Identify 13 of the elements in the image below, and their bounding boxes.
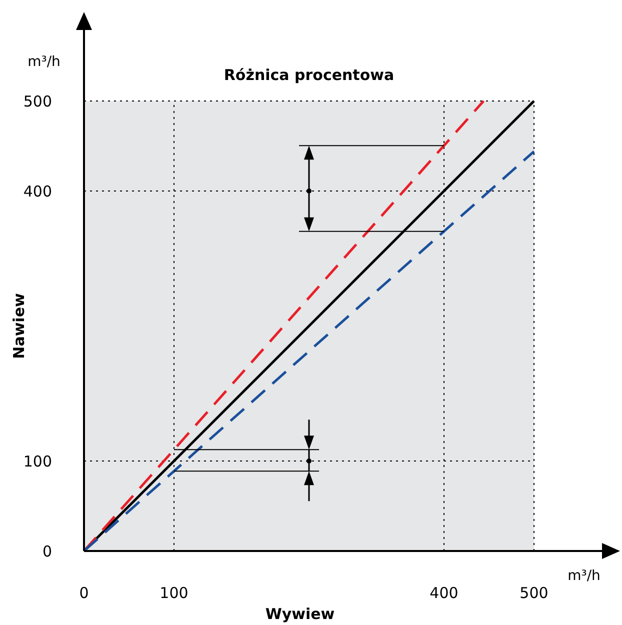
y-tick-label: 100 [23, 452, 52, 470]
text: m³/h [28, 54, 60, 70]
x-tick-label: 400 [430, 584, 458, 602]
y-tick-label: 500 [23, 92, 52, 110]
y-axis-title: Nawiew [10, 293, 28, 359]
x-tick-label: 0 [79, 584, 89, 602]
chart-title: Różnica procentowa [224, 66, 394, 84]
y-tick-label: 400 [23, 182, 52, 200]
x-axis-title: Wywiew [265, 605, 335, 623]
x-tick-label: 500 [520, 584, 548, 602]
y-tick-label: 0 [42, 542, 52, 560]
text: m³/h [568, 568, 600, 584]
x-tick-label: 100 [160, 584, 188, 602]
